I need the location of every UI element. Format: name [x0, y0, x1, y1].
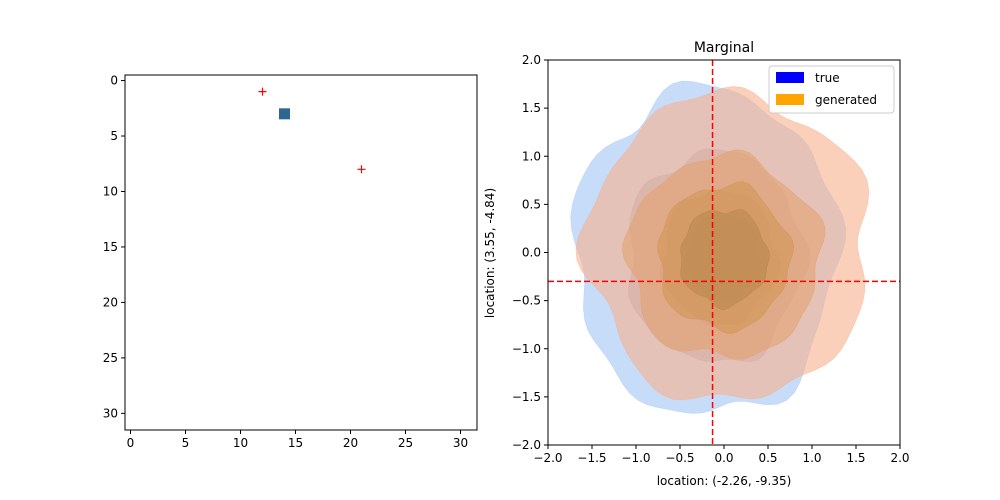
plus-marker	[357, 165, 366, 174]
y-tick-label: 10	[103, 184, 118, 198]
x-tick-label: 0.5	[758, 451, 777, 465]
y-tick-label: 1.5	[522, 101, 541, 115]
left-plot-frame	[124, 74, 478, 431]
y-tick-label: 0	[110, 74, 118, 88]
x-tick-label: −0.5	[665, 451, 694, 465]
legend-label-true: true	[815, 71, 840, 85]
marginal-x-axis-label: location: (-2.26, -9.35)	[657, 474, 792, 488]
y-tick-label: 20	[103, 295, 118, 309]
x-tick-label: 0.0	[714, 451, 733, 465]
marginal-plot-frame	[547, 59, 901, 446]
y-tick-label: 5	[110, 129, 118, 143]
left-plot-ticks: 0 5 10 15 20 25 30 0 5 10 15 20 25 30	[103, 74, 468, 450]
marginal-plot-marks	[548, 60, 900, 445]
x-tick-label: 20	[343, 436, 358, 450]
x-tick-label: 30	[453, 436, 468, 450]
left-plot-marks	[258, 87, 366, 174]
y-tick-label: −0.5	[512, 294, 541, 308]
x-tick-label: 5	[182, 436, 190, 450]
marginal-y-axis-label: location: (3.55, -4.84)	[483, 188, 497, 318]
y-tick-label: −1.0	[512, 342, 541, 356]
y-tick-label: 0.5	[522, 197, 541, 211]
legend-swatch-generated	[776, 94, 804, 105]
x-tick-label: −1.0	[621, 451, 650, 465]
square-marker	[279, 108, 290, 120]
x-tick-label: 25	[398, 436, 413, 450]
y-tick-label: −2.0	[512, 438, 541, 452]
x-tick-label: 15	[288, 436, 303, 450]
y-tick-label: 30	[103, 406, 118, 420]
x-tick-label: −1.5	[577, 451, 606, 465]
y-tick-label: 2.0	[522, 53, 541, 67]
x-tick-label: 10	[233, 436, 248, 450]
legend-swatch-true	[776, 72, 804, 83]
x-tick-label: −2.0	[533, 451, 562, 465]
y-tick-label: 15	[103, 240, 118, 254]
marginal-plot-ticks: −2.0 −1.5 −1.0 −0.5 0.0 0.5 1.0 1.5 2.0 −2.0 −1.5 −…	[512, 53, 910, 465]
density-contour-generated	[680, 209, 770, 311]
x-tick-label: 1.0	[802, 451, 821, 465]
legend-label-generated: generated	[815, 93, 877, 107]
plus-marker	[258, 87, 267, 96]
y-tick-label: 25	[103, 351, 118, 365]
marginal-plot: Marginal −2.0 −1.5 −1.0 −0.5 0.0 0.5 1.0 1.5 2.0…	[483, 40, 910, 488]
left-plot: 0 5 10 15 20 25 30 0 5 10 15 20 25 30	[103, 74, 478, 450]
x-tick-label: 1.5	[846, 451, 865, 465]
y-tick-label: 1.0	[522, 149, 541, 163]
legend: true generated	[768, 65, 895, 114]
left-plot-area	[125, 75, 477, 430]
y-tick-label: 0.0	[522, 246, 541, 260]
y-tick-label: −1.5	[512, 390, 541, 404]
x-tick-label: 0	[127, 436, 135, 450]
x-tick-label: 2.0	[890, 451, 909, 465]
marginal-title: Marginal	[694, 40, 754, 56]
